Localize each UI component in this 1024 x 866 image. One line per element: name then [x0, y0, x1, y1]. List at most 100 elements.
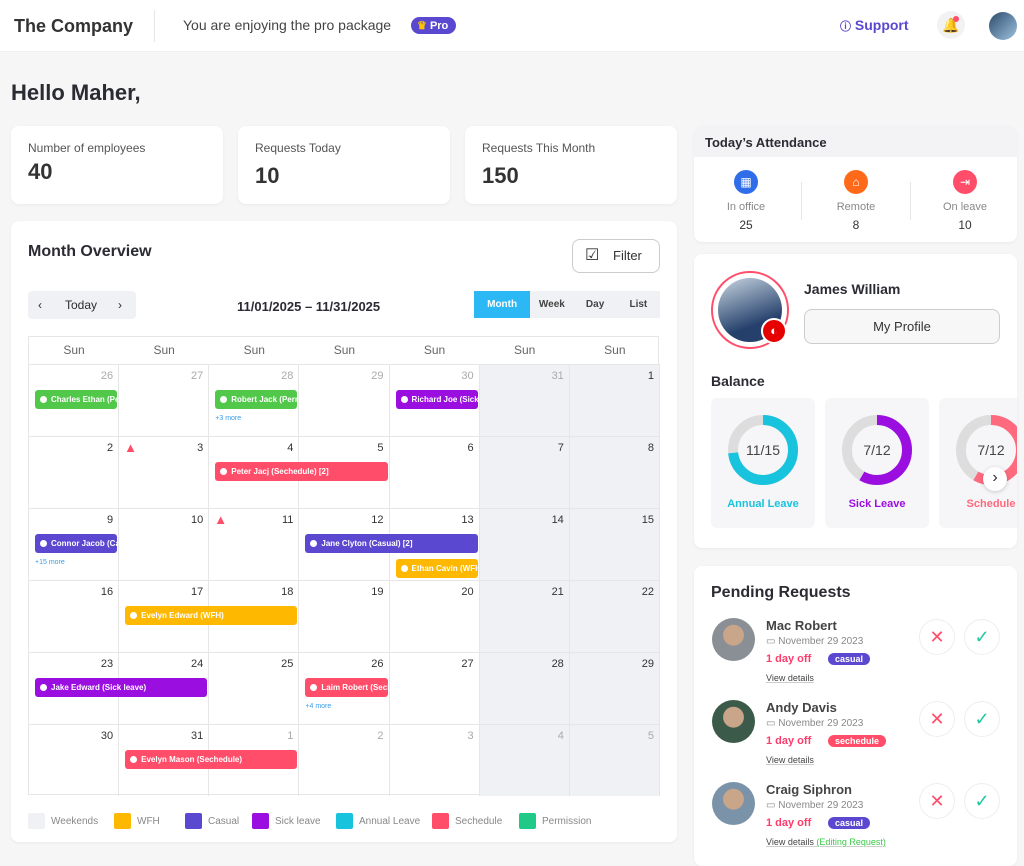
calendar-day[interactable]: 30 [389, 364, 480, 436]
calendar-day[interactable]: 14 [479, 508, 570, 580]
calendar-day[interactable]: 21 [479, 580, 570, 652]
close-icon: ✕ [929, 627, 945, 647]
calendar-day[interactable]: 8 [569, 436, 660, 508]
calendar-day[interactable]: 3 [119, 436, 210, 508]
calendar-day[interactable]: 1 [569, 364, 660, 436]
approve-button[interactable]: ✓ [965, 620, 999, 654]
calendar-day[interactable]: 24 [119, 652, 210, 724]
view-tab-day[interactable]: Day [585, 299, 605, 310]
calendar-day[interactable]: 27 [119, 364, 210, 436]
section-title: Pending Requests [711, 584, 851, 601]
avatar[interactable] [989, 12, 1017, 40]
calendar-event[interactable]: Jane Clyton (Casual) [2] [305, 534, 478, 553]
view-tab-month[interactable]: Month [474, 291, 531, 318]
calendar-day[interactable]: 4 [479, 724, 570, 796]
warning-icon: ▲ [214, 512, 228, 527]
view-details-link[interactable]: View details [766, 755, 814, 765]
day-name: Sun [514, 343, 536, 357]
building-icon: ▦ [734, 170, 758, 194]
day-number: 15 [641, 514, 654, 526]
calendar-day[interactable]: 27 [389, 652, 480, 724]
chevron-right-icon[interactable]: › [983, 467, 1007, 491]
calendar-day[interactable]: 22 [569, 580, 660, 652]
bell-icon[interactable]: 🔔 [937, 11, 965, 39]
calendar-event[interactable]: Connor Jacob (Casual) [35, 534, 118, 553]
calendar-day[interactable]: 15 [569, 508, 660, 580]
day-number: 18 [281, 586, 294, 598]
attendance-item: ▦ In office 25 [696, 170, 796, 232]
approve-button[interactable]: ✓ [965, 702, 999, 736]
calendar-day[interactable]: 9 [29, 508, 120, 580]
calendar-day[interactable]: 1 [209, 724, 300, 796]
request-date: ▭ November 29 2023 [766, 636, 863, 647]
calendar-event[interactable]: Peter Jacj (Sechedule) [2] [215, 462, 388, 481]
avatar [712, 782, 755, 825]
legend-label: Weekends [51, 815, 99, 827]
calendar-event[interactable]: Laim Robert (Sechedule) [305, 678, 388, 697]
calendar-day[interactable]: 26 [29, 364, 120, 436]
calendar-day[interactable]: 25 [209, 652, 300, 724]
view-details-link[interactable]: View details (Editing Request) [766, 837, 886, 847]
calendar-day[interactable]: 29 [569, 652, 660, 724]
calendar-day[interactable]: 30 [29, 724, 120, 796]
calendar-day[interactable]: 11 [209, 508, 300, 580]
calendar-day[interactable]: 2 [299, 724, 390, 796]
calendar-day[interactable]: 5 [299, 436, 390, 508]
calendar-day[interactable]: 10 [119, 508, 210, 580]
calendar-event[interactable]: Charles Ethan (Permission) [35, 390, 118, 409]
stat-label: Number of employees [28, 141, 146, 155]
request-note: (Editing Request) [816, 837, 886, 847]
calendar-event[interactable]: Jake Edward (Sick leave) [35, 678, 208, 697]
warning-icon: ▲ [124, 440, 137, 455]
chevron-left-icon[interactable]: ‹ [38, 298, 42, 312]
calendar-day[interactable]: 13 [389, 508, 480, 580]
balance-value: 11/15 [746, 442, 780, 458]
calendar-day[interactable]: 5 [569, 724, 660, 796]
view-details-label[interactable]: View details [766, 837, 814, 847]
request-type-badge: casual [828, 653, 871, 665]
calendar-day[interactable]: 3 [389, 724, 480, 796]
date-text: November 29 2023 [778, 718, 864, 729]
date-text: November 29 2023 [778, 636, 864, 647]
calendar-day[interactable]: 19 [299, 580, 390, 652]
day-number: 12 [371, 514, 384, 526]
reject-button[interactable]: ✕ [920, 620, 954, 654]
today-button[interactable]: Today [65, 298, 98, 312]
view-details-label[interactable]: View details [766, 755, 814, 765]
stat-label: Requests Today [255, 141, 341, 155]
filter-button[interactable]: ☑ Filter [572, 239, 660, 273]
more-events-link[interactable]: +15 more [35, 559, 65, 566]
calendar-event[interactable]: Robert Jack (Permission) [215, 390, 298, 409]
calendar-day[interactable]: 18 [209, 580, 300, 652]
legend-label: Annual Leave [359, 815, 421, 827]
calendar-day[interactable]: 31 [479, 364, 570, 436]
view-tab-week[interactable]: Week [538, 299, 565, 310]
more-events-link[interactable]: +3 more [215, 415, 242, 422]
calendar-day[interactable]: 28 [209, 364, 300, 436]
calendar-event[interactable]: Evelyn Mason (Sechedule) [125, 750, 298, 769]
calendar-event[interactable]: Ethan Cavin (WFH) [395, 559, 478, 578]
calendar-day[interactable]: 26 [299, 652, 390, 724]
calendar-event[interactable]: Evelyn Edward (WFH) [125, 606, 298, 625]
view-tab-list[interactable]: List [629, 299, 648, 310]
calendar-day[interactable]: 6 [389, 436, 480, 508]
calendar-day[interactable]: 28 [479, 652, 570, 724]
day-number: 2 [107, 442, 114, 454]
calendar-day[interactable]: 16 [29, 580, 120, 652]
calendar-day[interactable]: 2 [29, 436, 120, 508]
day-number: 4 [557, 730, 564, 742]
approve-button[interactable]: ✓ [965, 784, 999, 818]
view-details-link[interactable]: View details [766, 673, 814, 683]
calendar-event[interactable]: Richard Joe (Sick leave) [395, 390, 478, 409]
calendar-day[interactable]: 7 [479, 436, 570, 508]
chevron-right-icon[interactable]: › [118, 298, 122, 312]
more-events-link[interactable]: +4 more [305, 703, 332, 710]
calendar-day[interactable]: 29 [299, 364, 390, 436]
view-details-label[interactable]: View details [766, 673, 814, 683]
legend-label: WFH [137, 815, 160, 827]
reject-button[interactable]: ✕ [920, 702, 954, 736]
support-link[interactable]: ⓘ Support [840, 17, 909, 34]
reject-button[interactable]: ✕ [920, 784, 954, 818]
calendar-day[interactable]: 20 [389, 580, 480, 652]
my-profile-button[interactable]: My Profile [804, 309, 1000, 344]
